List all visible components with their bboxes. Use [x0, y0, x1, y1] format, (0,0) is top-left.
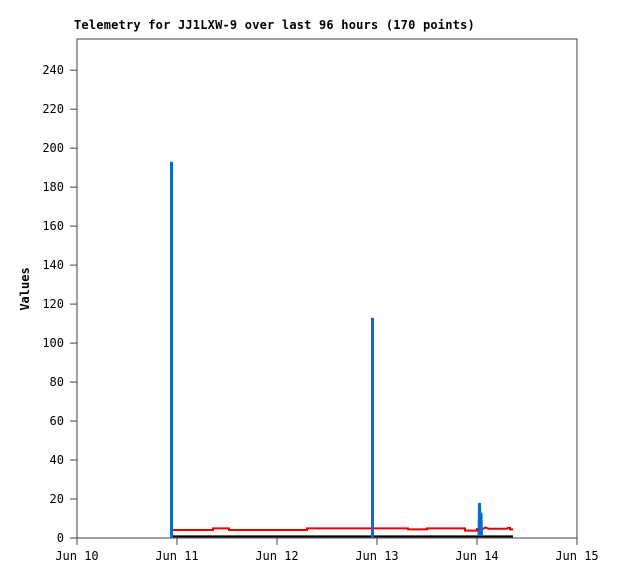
- x-tick-label: Jun 15: [555, 549, 598, 563]
- chart-title: Telemetry for JJ1LXW-9 over last 96 hour…: [74, 18, 475, 32]
- x-tick-label: Jun 11: [155, 549, 198, 563]
- x-tick-label: Jun 13: [355, 549, 398, 563]
- y-tick-label: 0: [57, 531, 64, 545]
- y-tick-label: 240: [42, 63, 64, 77]
- y-tick-label: 40: [50, 453, 64, 467]
- x-tick-label: Jun 14: [455, 549, 498, 563]
- y-tick-label: 80: [50, 375, 64, 389]
- y-tick-label: 140: [42, 258, 64, 272]
- y-tick-label: 60: [50, 414, 64, 428]
- red-channel-line: [173, 526, 513, 532]
- y-tick-label: 160: [42, 219, 64, 233]
- x-tick-label: Jun 12: [255, 549, 298, 563]
- y-axis-label: Values: [18, 267, 32, 311]
- y-tick-label: 100: [42, 336, 64, 350]
- x-tick-label: Jun 10: [55, 549, 98, 563]
- plot-border: [76, 38, 578, 539]
- blue-channel-line: [170, 161, 483, 538]
- y-tick-label: 220: [42, 102, 64, 116]
- y-tick-label: 200: [42, 141, 64, 155]
- y-tick-label: 180: [42, 180, 64, 194]
- y-tick-label: 20: [50, 492, 64, 506]
- y-tick-label: 120: [42, 297, 64, 311]
